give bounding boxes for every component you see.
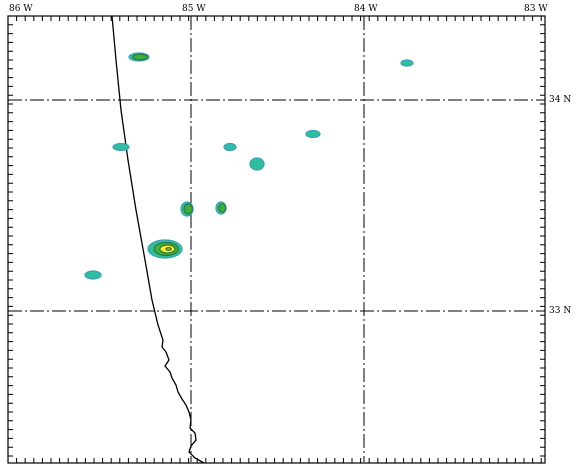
lat-label-34n: 34 N — [549, 95, 572, 105]
precip-cell-5 — [223, 142, 237, 152]
lat-label-33n: 33 N — [549, 306, 572, 316]
precip-cell-7 — [180, 201, 194, 217]
precip-cell-10-level-4 — [165, 247, 172, 252]
map-frame — [7, 15, 546, 464]
precip-cell-8-level-2 — [217, 203, 227, 213]
lon-label-83w: 83 W — [524, 4, 548, 14]
precip-cell-7-level-2 — [183, 203, 194, 215]
precip-cell-6 — [249, 157, 265, 171]
precip-cell-2 — [400, 59, 414, 67]
precip-cell-10 — [147, 239, 183, 259]
ticks-layer — [7, 15, 545, 463]
precip-cell-8 — [215, 201, 227, 215]
precip-cell-3 — [305, 129, 321, 139]
precip-cell-6-level-1 — [249, 157, 265, 171]
precip-cells-layer — [84, 52, 414, 280]
lon-label-86w: 86 W — [9, 4, 33, 14]
precip-cell-9 — [84, 270, 102, 280]
lon-label-84w: 84 W — [354, 4, 378, 14]
precip-cell-4 — [112, 142, 130, 152]
precip-cell-3-level-1 — [305, 129, 321, 139]
precip-cell-5-level-1 — [223, 142, 237, 152]
precip-cell-4-level-1 — [112, 142, 130, 152]
precip-cell-1 — [128, 52, 150, 62]
state-border-line — [111, 15, 205, 464]
frame-ticks — [7, 15, 545, 463]
precip-cell-1-level-2 — [132, 53, 148, 61]
precip-cell-2-level-1 — [400, 59, 414, 67]
precip-cell-9-level-1 — [84, 270, 102, 280]
graticule — [8, 16, 545, 462]
lon-label-85w: 85 W — [182, 4, 206, 14]
